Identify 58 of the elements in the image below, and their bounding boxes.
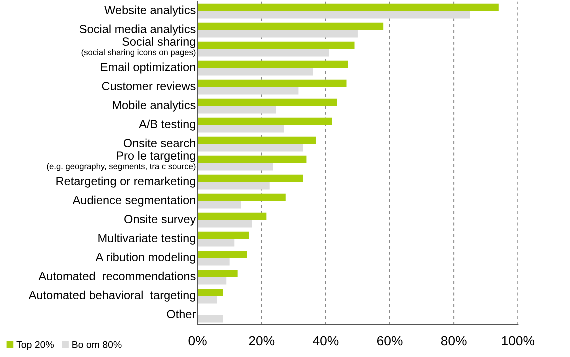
bar xyxy=(198,4,499,12)
y-tick-label: Automated recommendations xyxy=(38,272,196,281)
y-tick-label: Other xyxy=(167,310,196,319)
bar xyxy=(198,232,250,240)
bar xyxy=(198,106,276,114)
y-tick-label: Email optimization xyxy=(101,62,196,74)
bar xyxy=(198,60,348,68)
y-tick-label: Website analytics xyxy=(104,6,196,17)
x-tick-label: 0% xyxy=(188,336,207,346)
y-tick-label: Pro le targeting (e.g. geography, segments, tra c source) xyxy=(47,151,196,172)
bar xyxy=(198,118,332,126)
bar xyxy=(198,98,338,106)
x-tick-label: 80% xyxy=(441,336,467,346)
bar xyxy=(198,220,252,228)
x-tick-label: 40% xyxy=(313,336,339,346)
y-tick-label: Audience segmentation xyxy=(72,196,196,207)
y-tick-label: Customer reviews xyxy=(102,82,196,90)
bar xyxy=(198,250,248,258)
bar xyxy=(198,212,267,220)
bar xyxy=(198,88,299,95)
y-tick-label: Social sharing (social sharing icons on pages) xyxy=(82,37,196,58)
bar xyxy=(198,68,314,76)
x-tick-label: 20% xyxy=(249,336,275,346)
bar xyxy=(198,156,307,164)
bar xyxy=(198,22,384,30)
x-tick-label: 100% xyxy=(502,336,535,346)
y-tick-label: Onsite survey xyxy=(124,214,196,226)
bar xyxy=(198,278,227,285)
y-tick-label: A/B testing xyxy=(139,120,196,131)
bar xyxy=(198,80,347,88)
legend-label: Top 20% xyxy=(16,341,54,350)
y-tick-label: Multivariate testing xyxy=(98,234,196,245)
bar xyxy=(198,30,358,38)
bar xyxy=(198,126,284,133)
bar xyxy=(198,42,355,50)
bar xyxy=(198,202,242,209)
bar xyxy=(198,316,224,323)
bar xyxy=(198,164,274,171)
bar xyxy=(198,258,230,266)
y-tick-label: A ribution modeling xyxy=(96,252,196,264)
bar xyxy=(198,144,304,152)
bar xyxy=(198,182,270,190)
bar xyxy=(198,240,235,247)
y-tick-label: Mobile analytics xyxy=(113,100,196,112)
bar xyxy=(198,270,238,278)
y-tick-label: Onsite search xyxy=(124,138,196,148)
legend-label: Bo om 80% xyxy=(72,341,122,348)
bar xyxy=(198,49,330,57)
y-tick-label: Social media analytics xyxy=(80,24,196,36)
bar xyxy=(198,296,218,304)
y-tick-label: Automated behavioral targeting xyxy=(28,290,196,302)
bar xyxy=(198,194,286,202)
bar xyxy=(198,136,316,144)
x-tick-label: 60% xyxy=(377,336,403,346)
bar xyxy=(198,174,304,182)
bar xyxy=(198,11,470,19)
bar xyxy=(198,288,224,296)
y-tick-label: Retargeting or remarketing xyxy=(56,176,196,188)
